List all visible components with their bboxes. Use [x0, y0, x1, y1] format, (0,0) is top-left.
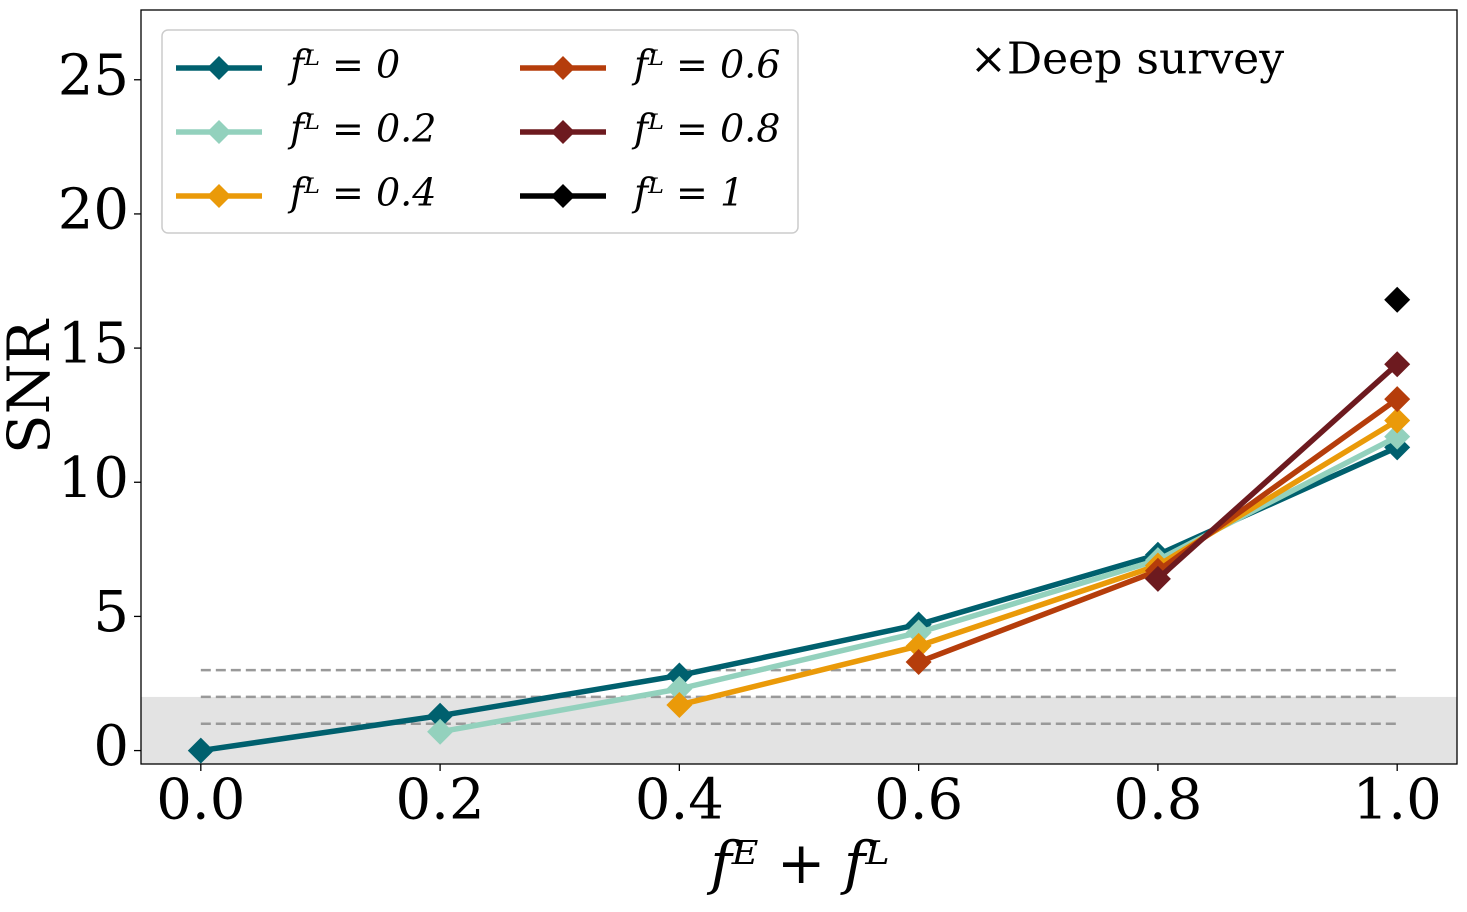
y-tick-label: 25	[58, 43, 129, 108]
x-tick-label: 0.6	[874, 768, 963, 833]
data-point	[666, 675, 693, 702]
x-tick-label: 0.8	[1113, 768, 1202, 833]
legend-marker	[207, 56, 231, 80]
legend-marker	[207, 120, 231, 144]
y-tick-label: 5	[93, 580, 129, 645]
y-tick-label: 15	[58, 312, 129, 377]
x-axis-label: fᴱ + fᴸ	[706, 829, 889, 897]
legend-label: fᴸ = 0.8	[631, 107, 780, 151]
data-point	[1384, 423, 1411, 450]
legend-label: fᴸ = 1	[631, 171, 744, 215]
annotation: ×Deep survey	[970, 34, 1284, 85]
x-tick-label: 0.0	[156, 768, 245, 833]
data-point	[1144, 565, 1171, 592]
y-tick-label: 10	[58, 446, 129, 511]
x-tick-label: 0.4	[635, 768, 724, 833]
data-point	[905, 619, 932, 646]
y-tick-label: 20	[58, 177, 129, 242]
y-axis-label: SNR	[0, 318, 63, 454]
plot-frame	[140, 9, 1458, 765]
data-point	[427, 718, 454, 745]
legend-label: fᴸ = 0.6	[631, 43, 780, 87]
data-point	[187, 737, 214, 764]
data-point	[905, 632, 932, 659]
data-point	[666, 691, 693, 718]
legend-marker	[551, 56, 575, 80]
data-point	[1384, 351, 1411, 378]
data-point	[905, 649, 932, 676]
series-line	[439, 434, 1399, 735]
legend-marker	[207, 184, 231, 208]
series-line	[1156, 362, 1400, 581]
x-tick-label: 0.2	[396, 768, 485, 833]
legend-box	[161, 29, 799, 234]
data-point	[1384, 386, 1411, 413]
legend-label: fᴸ = 0	[287, 43, 400, 87]
shaded-region	[141, 696, 1457, 764]
legend-label: fᴸ = 0.4	[287, 171, 436, 215]
series-line	[678, 418, 1399, 708]
legend-label: fᴸ = 0.2	[287, 107, 436, 151]
legend-marker	[551, 120, 575, 144]
legend-marker	[551, 184, 575, 208]
x-tick-label: 1.0	[1353, 768, 1442, 833]
data-point	[666, 662, 693, 689]
data-point	[1384, 407, 1411, 434]
data-point	[1384, 286, 1411, 313]
data-point	[427, 702, 454, 729]
y-tick-label: 0	[93, 714, 129, 779]
